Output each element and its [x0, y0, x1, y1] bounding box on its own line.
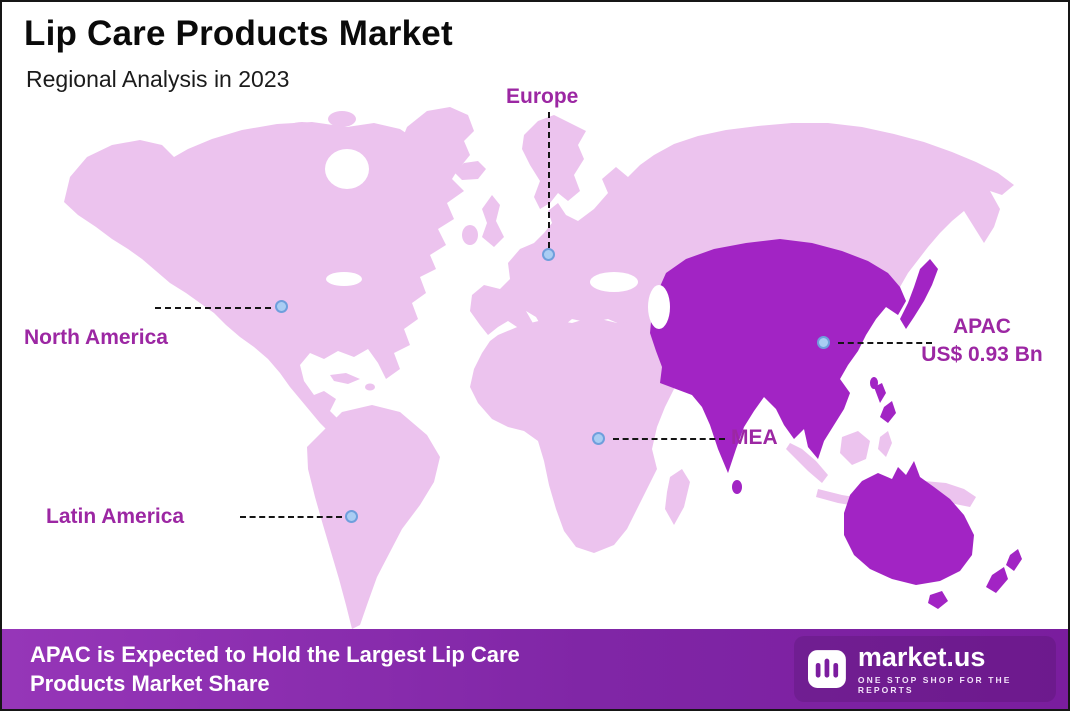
- region-uk-shape: [482, 195, 504, 247]
- great-lakes-shape: [326, 272, 362, 286]
- dark-regions: [650, 239, 1022, 609]
- brand-panel: market.us ONE STOP SHOP FOR THE REPORTS: [794, 636, 1056, 702]
- latin-america-marker-dot: [345, 510, 358, 523]
- apac-marker-dot: [817, 336, 830, 349]
- region-japan-shape: [900, 259, 938, 329]
- brand-tagline: ONE STOP SHOP FOR THE REPORTS: [857, 674, 1012, 695]
- page-subtitle: Regional Analysis in 2023: [26, 66, 290, 92]
- region-new-zealand-shape: [986, 567, 1008, 593]
- region-sumatra-shape: [786, 443, 828, 483]
- region-new-zealand-shape: [1006, 549, 1022, 571]
- north-america-connector-line: [155, 307, 271, 309]
- mea-marker-dot: [592, 432, 605, 445]
- region-tasmania-shape: [928, 591, 948, 609]
- page-title: Lip Care Products Market: [24, 14, 453, 53]
- footer-banner: APAC is Expected to Hold the Largest Lip…: [2, 629, 1068, 709]
- region-ireland-shape: [462, 225, 478, 245]
- region-scandinavia-shape: [522, 115, 586, 209]
- region-label-latin-america: Latin America: [46, 505, 185, 528]
- region-philippines-shape: [874, 383, 886, 403]
- region-iceland-shape: [454, 161, 486, 180]
- region-taiwan-shape: [870, 377, 878, 389]
- region-label-apac-group: APAC US$ 0.93 Bn: [902, 313, 1062, 370]
- mea-connector-line: [613, 438, 725, 440]
- hudson-bay-shape: [325, 149, 369, 189]
- region-label-apac: APAC: [953, 315, 1011, 338]
- region-australia-shape: [844, 461, 974, 585]
- region-borneo-shape: [840, 431, 870, 465]
- region-philippines-shape: [880, 401, 896, 423]
- latin-america-connector-line: [240, 516, 342, 518]
- europe-connector-line: [548, 112, 550, 248]
- europe-marker-dot: [542, 248, 555, 261]
- region-apac-shape: [650, 239, 906, 473]
- region-sri-lanka-shape: [732, 480, 742, 494]
- region-value-apac: US$ 0.93 Bn: [921, 343, 1043, 367]
- region-label-north-america: North America: [24, 326, 168, 349]
- region-sulawesi-shape: [878, 431, 892, 457]
- brand-name: market.us: [857, 641, 986, 672]
- region-madagascar-shape: [665, 469, 690, 525]
- region-label-mea: MEA: [731, 426, 778, 449]
- black-sea-shape: [590, 272, 638, 292]
- region-north-america-shape: [64, 122, 464, 439]
- region-label-europe: Europe: [506, 85, 579, 108]
- region-hispaniola-shape: [365, 383, 375, 391]
- region-cuba-shape: [330, 373, 360, 384]
- apac-connector-line: [838, 342, 932, 344]
- north-america-marker-dot: [275, 300, 288, 313]
- brand-text: market.us ONE STOP SHOP FOR THE REPORTS: [857, 641, 1042, 695]
- marketus-logo-icon: [808, 650, 846, 688]
- world-map: [64, 107, 1022, 629]
- inland-seas: [325, 149, 670, 329]
- region-south-america-shape: [307, 405, 440, 629]
- region-africa-shape: [470, 317, 704, 553]
- footer-headline: APAC is Expected to Hold the Largest Lip…: [30, 641, 520, 696]
- light-regions: [64, 107, 1014, 629]
- caspian-sea-shape: [648, 285, 670, 329]
- arctic-islands-shape: [328, 111, 356, 127]
